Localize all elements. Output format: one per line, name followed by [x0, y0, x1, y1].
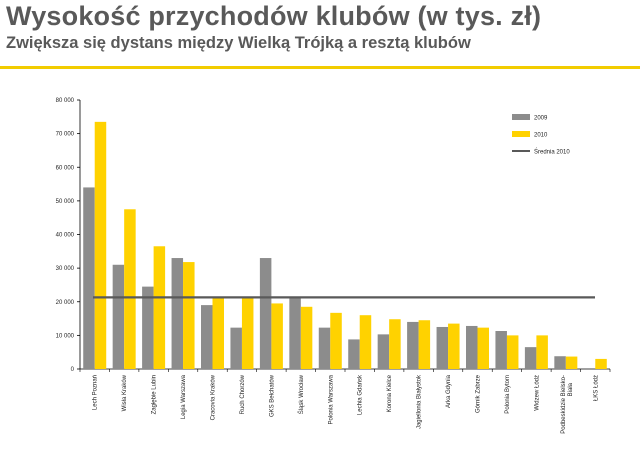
bar-2009 [259, 258, 272, 369]
x-category-label: Wisła Kraków [122, 374, 128, 411]
page-subtitle: Zwiększa się dystans między Wielką Trójk… [6, 34, 471, 52]
x-category-label: Lechia Gdańsk [358, 374, 364, 415]
x-category-label: Widzew Łódź [534, 375, 540, 411]
bar-2009 [201, 305, 213, 369]
bar-2009 [348, 339, 360, 369]
bar-2009 [289, 296, 301, 369]
x-category-label: Korona Kielce [387, 374, 393, 412]
bar-2010 [536, 335, 548, 369]
x-category-label: ŁKS Łódź [593, 375, 599, 401]
bar-2009 [466, 325, 478, 369]
x-category-label: Lech Poznań [93, 375, 99, 410]
bar-2010 [300, 306, 313, 369]
x-category-text: Górnik Zabrze [476, 374, 482, 413]
x-category-label: Polonia Bytom [505, 375, 511, 414]
legend-swatch-2010 [512, 131, 530, 137]
bar-2009 [554, 356, 566, 369]
y-tick-label: 30 000 [56, 266, 75, 272]
bar-2010 [389, 319, 401, 369]
chart-axes: 0 10 000 20 000 30 000 40 000 50 000 60 000 70 … [56, 98, 611, 434]
bar-2009 [377, 334, 390, 369]
y-tick-label: 70 000 [56, 132, 75, 138]
bar-2009 [318, 327, 331, 369]
x-category-text: Polonia Warszawa [328, 374, 334, 424]
y-tick-label: 20 000 [56, 300, 75, 306]
x-category-label: Górnik Zabrze [476, 374, 482, 413]
x-category-label: Cracovia Kraków [211, 374, 217, 420]
x-category-label: Zagłębie Lubin [152, 375, 158, 414]
bar-2010 [271, 303, 283, 369]
bar-2010 [94, 121, 107, 369]
x-category-text: Lechia Gdańsk [358, 374, 364, 415]
x-category-label: Podbeskidzie Bielsko- Biała [561, 375, 574, 434]
bar-2010 [212, 296, 224, 369]
y-tick-label: 40 000 [56, 233, 75, 239]
y-tick-label: 10 000 [56, 333, 75, 339]
x-category-label: Ruch Chorzów [240, 374, 246, 414]
legend-label-2009: 2009 [534, 116, 548, 122]
y-tick-label: 80 000 [56, 98, 75, 104]
x-category-text: Polonia Bytom [505, 375, 511, 414]
x-category-text: ŁKS Łódź [593, 375, 599, 401]
bar-2010 [595, 358, 607, 369]
x-category-text: Korona Kielce [387, 374, 393, 412]
x-category-label: Arka Gdynia [446, 374, 452, 408]
x-category-text: Legia Warszawa [181, 374, 187, 419]
x-category-label: Polonia Warszawa [328, 374, 334, 424]
x-category-label: Jagiellonia Białystok [417, 374, 423, 429]
y-tick-label: 60 000 [56, 165, 75, 171]
y-tick-label: 50 000 [56, 199, 75, 205]
bar-2009 [112, 264, 125, 369]
bar-2010 [183, 262, 195, 369]
bar-2010 [124, 209, 136, 369]
bar-2010 [359, 315, 372, 369]
x-category-text: Cracovia Kraków [211, 374, 217, 420]
bar-2010 [241, 298, 254, 369]
x-category-label: GKS Bełchatów [269, 374, 275, 417]
x-category-label: Śląsk Wrocław [297, 374, 305, 414]
x-category-text: Wisła Kraków [122, 374, 128, 411]
bar-2009 [83, 187, 95, 369]
bar-2009 [142, 286, 154, 369]
x-category-text: Zagłębie Lubin [152, 375, 158, 414]
bar-2010 [477, 327, 489, 369]
bar-2009 [230, 327, 242, 369]
x-category-text: Biała [568, 382, 574, 396]
x-category-text: Śląsk Wrocław [297, 374, 305, 414]
x-category-text: Ruch Chorzów [240, 374, 246, 414]
x-category-label: Legia Warszawa [181, 374, 187, 419]
bar-2010 [418, 320, 431, 369]
bar-2010 [153, 246, 166, 369]
bar-2010 [330, 312, 342, 369]
bar-2009 [524, 347, 537, 369]
x-category-text: Jagiellonia Białystok [417, 374, 423, 429]
bar-2010 [448, 323, 460, 369]
chart-bars [83, 121, 607, 369]
legend-label-2010: 2010 [534, 133, 548, 139]
bar-2010 [506, 335, 519, 369]
x-category-text: Lech Poznań [93, 375, 99, 410]
x-category-text: Arka Gdynia [446, 374, 452, 408]
legend-label-average: Średnia 2010 [534, 148, 570, 156]
bar-2010 [565, 356, 578, 369]
accent-divider [0, 66, 640, 69]
x-category-text: GKS Bełchatów [269, 374, 275, 417]
bar-2009 [407, 321, 419, 369]
x-category-text: Podbeskidzie Bielsko- [561, 375, 567, 434]
chart-legend: 2009 2010 Średnia 2010 [512, 114, 570, 156]
page-title: Wysokość przychodów klubów (w tys. zł) [6, 1, 542, 31]
bar-2009 [171, 258, 184, 369]
bar-2009 [436, 326, 449, 369]
x-category-text: Widzew Łódź [534, 375, 540, 411]
y-tick-label: 0 [71, 367, 75, 373]
legend-swatch-2009 [512, 114, 530, 120]
bar-2009 [495, 331, 507, 369]
